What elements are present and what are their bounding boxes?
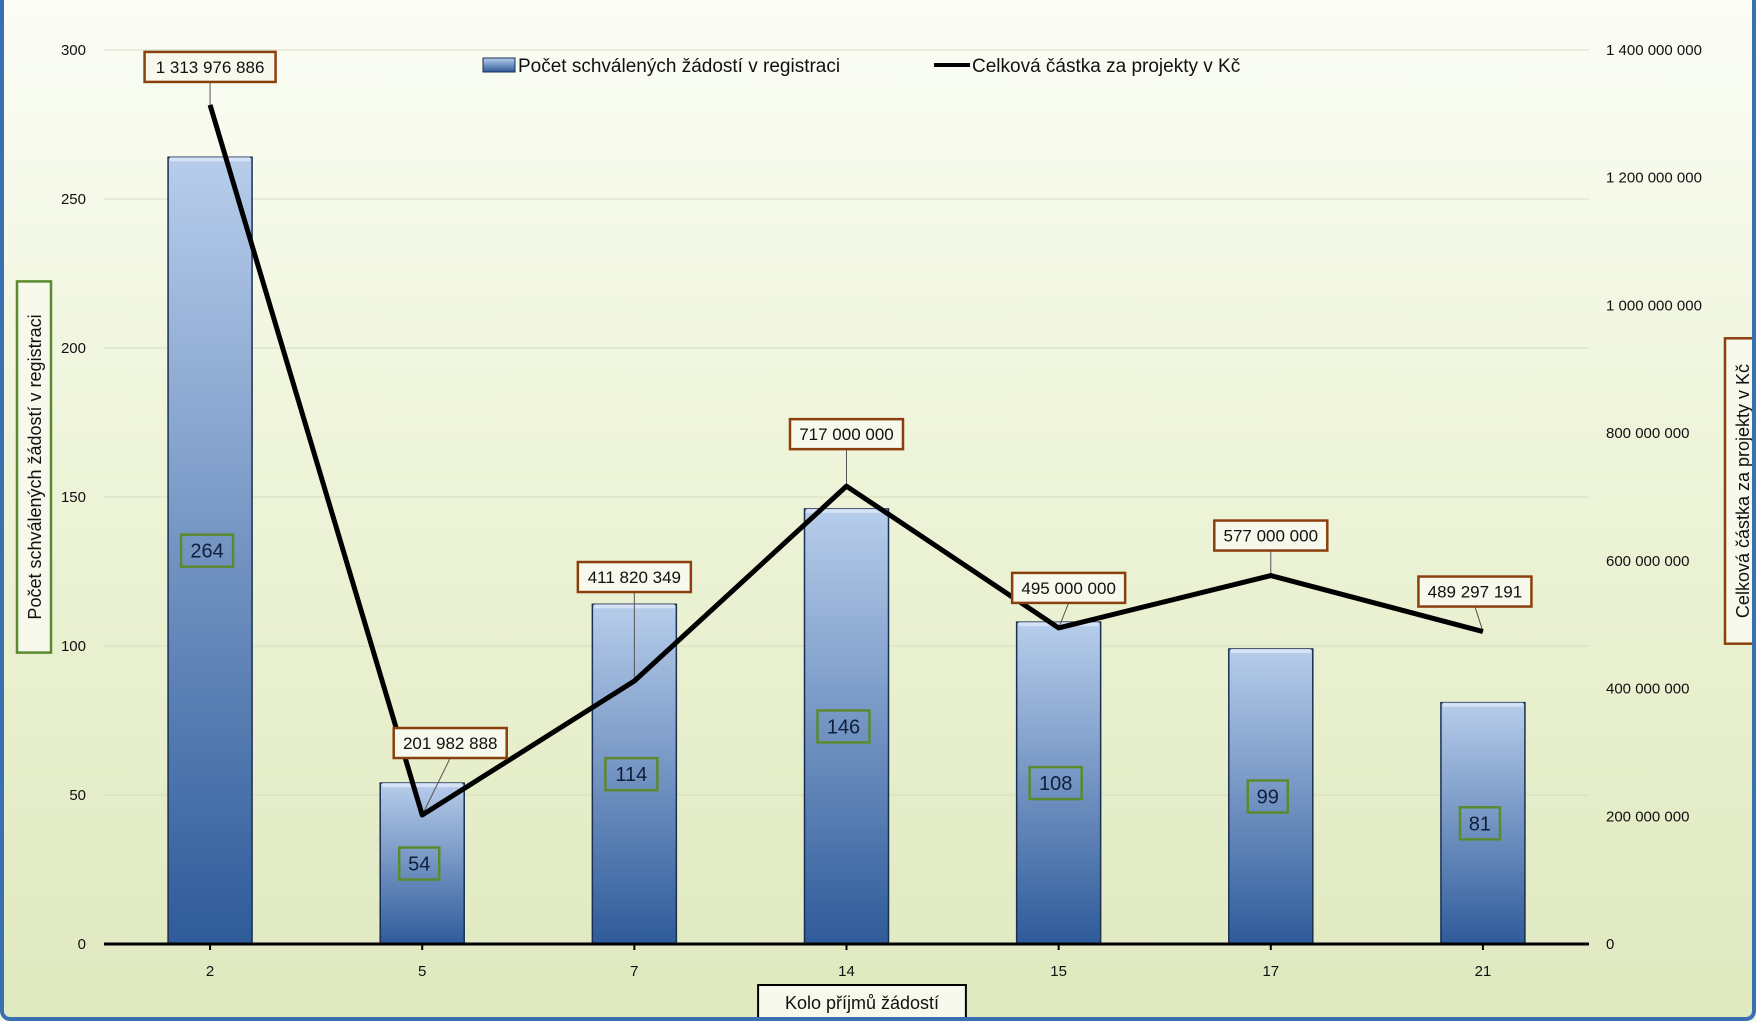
bar-data-label: 114 [615,764,647,786]
y-tick-label: 250 [61,191,86,208]
left-axis: 0 50 100 150 200 250 300 [61,42,86,953]
y2-axis-title-box [1723,337,1752,645]
y-tick-label: 100 [61,638,86,655]
line-data-label-box [1213,519,1329,552]
bar-data-label: 108 [1039,773,1072,795]
x-tick-label: 15 [1050,963,1067,980]
y-axis-title-group: Počet schválených žádostí v registraci [15,280,53,654]
line-data-label: 1 313 976 886 [156,58,265,77]
line-data-label-box [1417,575,1533,608]
line-data-label: 717 000 000 [799,425,894,444]
y2-tick-label: 1 200 000 000 [1606,170,1702,187]
bar-data-label-box [604,756,659,792]
bar-series [167,156,1526,945]
right-axis: 0 200 000 000 400 000 000 600 000 000 800 00… [1606,42,1702,953]
line-data-labels: 1 313 976 886 201 982 888 411 820 349 717 0… [143,50,1533,760]
line-data-label-box [392,726,508,760]
line-path [207,104,1484,818]
y-tick-label: 150 [61,489,86,506]
line-data-label: 577 000 000 [1224,527,1319,546]
y-tick-label: 300 [61,42,86,59]
bar-highlight [382,783,463,788]
bar-data-labels: 264 54 114 146 108 99 81 [179,533,1502,881]
line-data-label-box [788,417,905,451]
line-data-label-box [576,560,693,594]
x-tick-label: 17 [1262,963,1279,980]
bar-highlight [1018,622,1099,627]
x-axis-title-box [757,984,967,1017]
y2-tick-label: 400 000 000 [1606,681,1689,698]
bar-highlight [1230,648,1311,653]
y2-tick-label: 200 000 000 [1606,808,1689,825]
bar-data-label-box [179,533,235,568]
y-axis-title: Počet schválených žádostí v registraci [25,314,45,619]
bar-data-label: 81 [1469,813,1491,835]
y-tick-label: 50 [69,787,86,804]
y2-axis-title-group: Celková částka za projekty v Kč [1723,337,1753,645]
bar-data-label-box [397,846,441,881]
bar-data-label-box [1246,779,1290,814]
axis-titles: Kolo příjmů žádostí Počet schválených žád… [15,280,1753,1017]
y2-tick-label: 800 000 000 [1606,425,1689,442]
bar-data-label-box [1028,765,1083,801]
y2-tick-label: 600 000 000 [1606,553,1689,570]
leader-line [1474,606,1484,632]
x-axis-title: Kolo příjmů žádostí [785,993,939,1013]
bar-data-label: 264 [190,541,223,563]
bar-highlight [806,508,887,513]
bar-data-label: 146 [827,716,860,738]
line-data-label: 411 820 349 [588,568,681,587]
y2-axis-title: Celková částka za projekty v Kč [1733,364,1753,618]
x-tick-label: 5 [418,963,426,980]
chart-svg: 264 54 114 146 108 99 81 1 313 976 886 201 982 … [15,42,1753,1017]
y-tick-label: 0 [78,936,86,953]
legend: Počet schválených žádostí v registraci Ce… [482,56,1240,77]
legend-swatch-bars [482,57,516,73]
line-data-label: 201 982 888 [403,734,498,753]
line-data-label-box [143,50,277,84]
leader-line [1058,602,1070,629]
legend-label-bars: Počet schválených žádostí v registraci [518,56,840,77]
line-series [207,104,1484,818]
line-data-label: 489 297 191 [1428,583,1523,602]
line-data-label: 495 000 000 [1021,579,1116,598]
y-axis-title-box [15,280,53,654]
bar-data-label: 54 [408,854,430,876]
leader-lines [209,81,1484,816]
y-tick-label: 200 [61,340,86,357]
bar-data-label: 99 [1257,786,1279,808]
legend-label-line: Celková částka za projekty v Kč [972,56,1240,77]
bar-data-label-box [816,709,871,744]
x-tick-label: 2 [206,963,214,980]
line-data-label-box [1010,571,1127,605]
bar-highlight [170,157,251,162]
x-axis: 2 5 7 14 15 17 21 [104,942,1589,980]
y2-tick-label: 1 400 000 000 [1606,42,1702,59]
x-tick-label: 14 [838,963,855,980]
gridlines [104,49,1589,796]
leader-line [421,757,451,816]
y2-tick-label: 0 [1606,936,1614,953]
y2-tick-label: 1 000 000 000 [1606,297,1702,314]
x-tick-label: 21 [1475,963,1492,980]
bar-data-label-box [1458,806,1502,841]
x-tick-label: 7 [630,963,638,980]
bar-highlight [1442,702,1523,707]
